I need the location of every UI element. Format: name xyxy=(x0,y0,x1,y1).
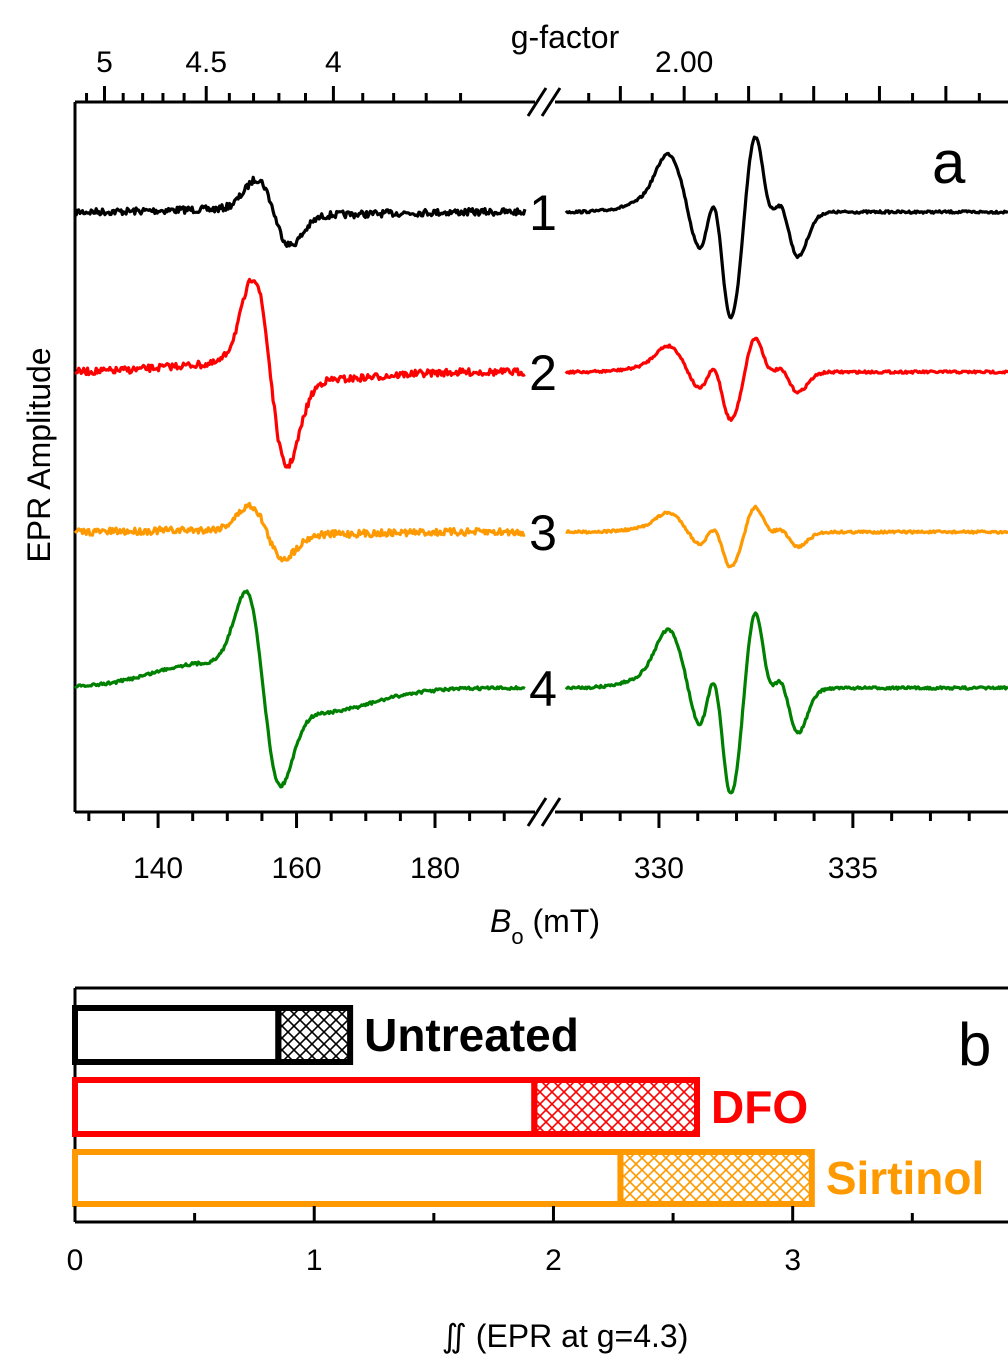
axis-break-mark xyxy=(526,797,548,827)
bottom-tick-label: 330 xyxy=(634,852,684,885)
bar-solid-segment xyxy=(72,1077,538,1137)
bar-hatched-segment xyxy=(275,1005,354,1065)
spectrum-low-field xyxy=(74,277,526,469)
spectra-curves xyxy=(73,135,1008,795)
bottom-tick-label: 180 xyxy=(410,852,460,885)
bar-solid-segment xyxy=(72,1149,624,1207)
top-tick-label: 4 xyxy=(325,46,342,79)
bars: Untreated DFO Sirtinol xyxy=(72,1005,984,1207)
panel-b-integrated-epr: Untreated DFO Sirtinol 0 1 2 3 b ∬ (EPR at g=… xyxy=(67,986,1008,1354)
top-tick-label: 2.00 xyxy=(655,46,713,79)
curve-label: 2 xyxy=(529,345,557,401)
axis-break-mark xyxy=(540,87,562,117)
bottom-tick-label: 335 xyxy=(828,852,878,885)
panel-b-x-axis: 0 1 2 3 xyxy=(67,1206,914,1277)
bottom-tick-label: 140 xyxy=(133,852,183,885)
bottom-tick-label: 160 xyxy=(272,852,322,885)
panel-b-tick-label: 0 xyxy=(67,1244,84,1277)
x-axis-title-symbol: B xyxy=(490,903,511,939)
curve-label: 1 xyxy=(529,185,557,241)
panel-a-frame xyxy=(73,87,1008,827)
spectrum-high-field xyxy=(564,611,1008,795)
axis-break-mark xyxy=(540,797,562,827)
spectrum-low-field xyxy=(73,501,526,563)
x-axis-title: Bo (mT) xyxy=(490,903,600,949)
spectrum-high-field xyxy=(565,504,1008,569)
bar-label: Sirtinol xyxy=(826,1152,984,1204)
y-axis-title: EPR Amplitude xyxy=(21,347,57,562)
bar-label: Untreated xyxy=(364,1009,579,1061)
bar-label: DFO xyxy=(711,1081,808,1133)
spectrum-low-field xyxy=(73,175,527,248)
bottom-axis-field: 140 160 180 330 335 xyxy=(87,812,971,885)
bar-hatched-segment xyxy=(531,1077,700,1137)
x-axis-title-subscript: o xyxy=(511,924,523,949)
panel-a-epr-spectra: g-factor 5 4.5 4 2.00 140 160 180 330 335 1234 … xyxy=(21,19,1008,949)
panel-b-tick-label: 3 xyxy=(784,1244,801,1277)
curve-label: 3 xyxy=(529,505,557,561)
x-axis-title-unit: (mT) xyxy=(524,903,600,939)
spectrum-low-field xyxy=(73,589,526,789)
top-axis-title: g-factor xyxy=(511,19,620,55)
spectrum-high-field xyxy=(564,336,1008,422)
panel-letter-a: a xyxy=(932,129,966,196)
axis-break-mark xyxy=(526,87,548,117)
curve-label: 4 xyxy=(529,661,557,717)
spectra-labels: 1 2 3 4 xyxy=(529,185,557,717)
top-tick-label: 4.5 xyxy=(185,46,227,79)
top-axis-g-factor: 5 4.5 4 2.00 xyxy=(85,46,981,102)
panel-letter-b: b xyxy=(958,1011,991,1078)
bar-hatched-segment xyxy=(617,1149,815,1207)
panel-b-x-axis-title: ∬ (EPR at g=4.3) xyxy=(442,1318,689,1354)
bar-solid-segment xyxy=(72,1005,282,1065)
spectrum-high-field xyxy=(564,135,1008,320)
top-tick-label: 5 xyxy=(96,46,113,79)
panel-b-tick-label: 2 xyxy=(545,1244,562,1277)
panel-b-tick-label: 1 xyxy=(306,1244,323,1277)
